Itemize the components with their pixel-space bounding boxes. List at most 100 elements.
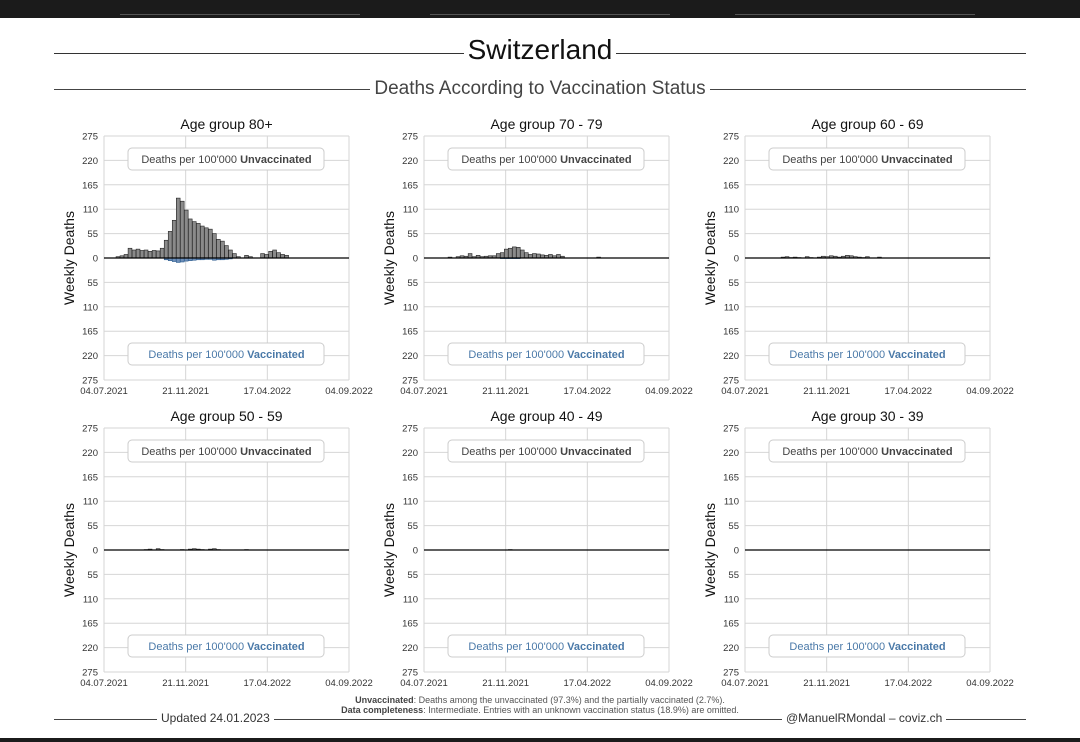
y-tick-label: 0 <box>413 546 418 557</box>
legend-vaccinated: Deaths per 100'000 Vaccinated <box>468 349 624 361</box>
chart-title: Age group 30 - 39 <box>811 408 923 424</box>
legend-box-vaccinated <box>447 342 645 366</box>
y-tick-label: 110 <box>724 205 739 216</box>
bar-unvaccinated <box>260 253 265 259</box>
bar-unvaccinated <box>208 228 213 259</box>
y-tick-label: 55 <box>728 278 739 289</box>
legend-unvaccinated: Deaths per 100'000 Unvaccinated <box>461 154 631 166</box>
y-tick-label: 55 <box>407 278 418 289</box>
bar-unvaccinated <box>268 251 273 259</box>
bar-unvaccinated <box>276 252 281 259</box>
y-tick-label: 275 <box>82 376 98 387</box>
x-tick-label: 04.09.2022 <box>325 386 373 397</box>
y-tick-label: 220 <box>402 351 418 362</box>
y-tick-label: 55 <box>407 229 418 240</box>
x-tick-label: 17.04.2022 <box>564 678 612 689</box>
y-tick-label: 110 <box>83 594 98 605</box>
y-tick-label: 55 <box>87 570 98 581</box>
x-tick-label: 04.07.2021 <box>80 386 128 397</box>
bar-unvaccinated <box>212 233 217 259</box>
x-tick-label: 04.09.2022 <box>645 678 693 689</box>
x-tick-label: 17.04.2022 <box>244 678 292 689</box>
bar-unvaccinated <box>504 248 509 259</box>
y-tick-label: 275 <box>402 376 418 387</box>
x-tick-label: 04.07.2021 <box>400 386 448 397</box>
y-tick-label: 110 <box>403 594 418 605</box>
y-tick-label: 275 <box>402 132 418 143</box>
bar-unvaccinated <box>135 248 141 259</box>
y-tick-label: 55 <box>728 521 739 532</box>
y-tick-label: 110 <box>403 497 418 508</box>
y-tick-label: 275 <box>402 668 418 679</box>
bar-unvaccinated <box>167 231 173 259</box>
legend-unvaccinated: Deaths per 100'000 Unvaccinated <box>782 446 952 458</box>
legend-vaccinated: Deaths per 100'000 Vaccinated <box>148 349 304 361</box>
y-axis-label: Weekly Deaths <box>381 211 397 305</box>
ghost-axis <box>120 2 360 15</box>
legend-vaccinated: Deaths per 100'000 Vaccinated <box>789 641 945 653</box>
y-tick-label: 110 <box>724 594 739 605</box>
y-tick-label: 275 <box>82 132 98 143</box>
y-tick-label: 55 <box>728 570 739 581</box>
bar-unvaccinated <box>532 253 537 259</box>
note-unvaccinated: Unvaccinated: Deaths among the unvaccina… <box>355 695 725 705</box>
y-tick-label: 220 <box>82 351 98 362</box>
page-subtitle: Deaths According to Vaccination Status <box>0 78 1080 100</box>
y-tick-label: 165 <box>402 472 418 483</box>
bar-unvaccinated <box>155 250 161 259</box>
x-tick-label: 04.09.2022 <box>966 386 1014 397</box>
y-tick-label: 275 <box>723 668 739 679</box>
page-title: Switzerland <box>0 34 1080 66</box>
y-tick-label: 165 <box>82 327 98 338</box>
bar-unvaccinated <box>192 221 197 259</box>
bar-unvaccinated <box>512 246 517 259</box>
y-tick-label: 55 <box>728 229 739 240</box>
x-tick-label: 04.07.2021 <box>400 678 448 689</box>
y-tick-label: 165 <box>82 472 98 483</box>
legend-box-unvaccinated <box>447 439 645 463</box>
x-tick-label: 21.11.2021 <box>162 678 209 689</box>
y-axis-label: Weekly Deaths <box>702 503 718 597</box>
y-tick-label: 220 <box>402 448 418 459</box>
legend-box-vaccinated <box>447 634 645 658</box>
x-tick-label: 04.07.2021 <box>721 678 769 689</box>
x-tick-label: 17.04.2022 <box>885 678 933 689</box>
chart-title: Age group 70 - 79 <box>490 116 602 132</box>
y-tick-label: 275 <box>402 424 418 435</box>
y-tick-label: 275 <box>723 132 739 143</box>
y-tick-label: 165 <box>402 619 418 630</box>
y-tick-label: 165 <box>723 472 739 483</box>
legend-box-vaccinated <box>768 634 966 658</box>
next-page-strip <box>0 738 1080 742</box>
y-tick-label: 220 <box>723 156 739 167</box>
bar-unvaccinated <box>200 225 205 259</box>
updated-date: Updated 24.01.2023 <box>157 711 274 725</box>
y-tick-label: 55 <box>87 521 98 532</box>
y-tick-label: 220 <box>723 351 739 362</box>
chart-title: Age group 50 - 59 <box>170 408 282 424</box>
y-tick-label: 110 <box>83 497 98 508</box>
y-tick-label: 165 <box>723 619 739 630</box>
y-tick-label: 0 <box>93 254 98 265</box>
legend-box-vaccinated <box>768 342 966 366</box>
y-tick-label: 220 <box>402 643 418 654</box>
bar-unvaccinated <box>500 252 505 259</box>
credit-text: @ManuelRMondal – coviz.ch <box>782 711 947 725</box>
y-tick-label: 110 <box>403 205 418 216</box>
bar-unvaccinated <box>495 253 501 259</box>
y-tick-label: 55 <box>407 521 418 532</box>
note-completeness: Data completeness: Intermediate. Entries… <box>341 705 739 715</box>
legend-box-vaccinated <box>127 342 325 366</box>
y-tick-label: 110 <box>83 302 98 313</box>
bar-unvaccinated <box>524 252 529 259</box>
legend-unvaccinated: Deaths per 100'000 Unvaccinated <box>782 154 952 166</box>
x-tick-label: 04.07.2021 <box>721 386 769 397</box>
y-tick-label: 165 <box>723 327 739 338</box>
legend-vaccinated: Deaths per 100'000 Vaccinated <box>468 641 624 653</box>
y-tick-label: 165 <box>82 619 98 630</box>
y-tick-label: 275 <box>82 424 98 435</box>
